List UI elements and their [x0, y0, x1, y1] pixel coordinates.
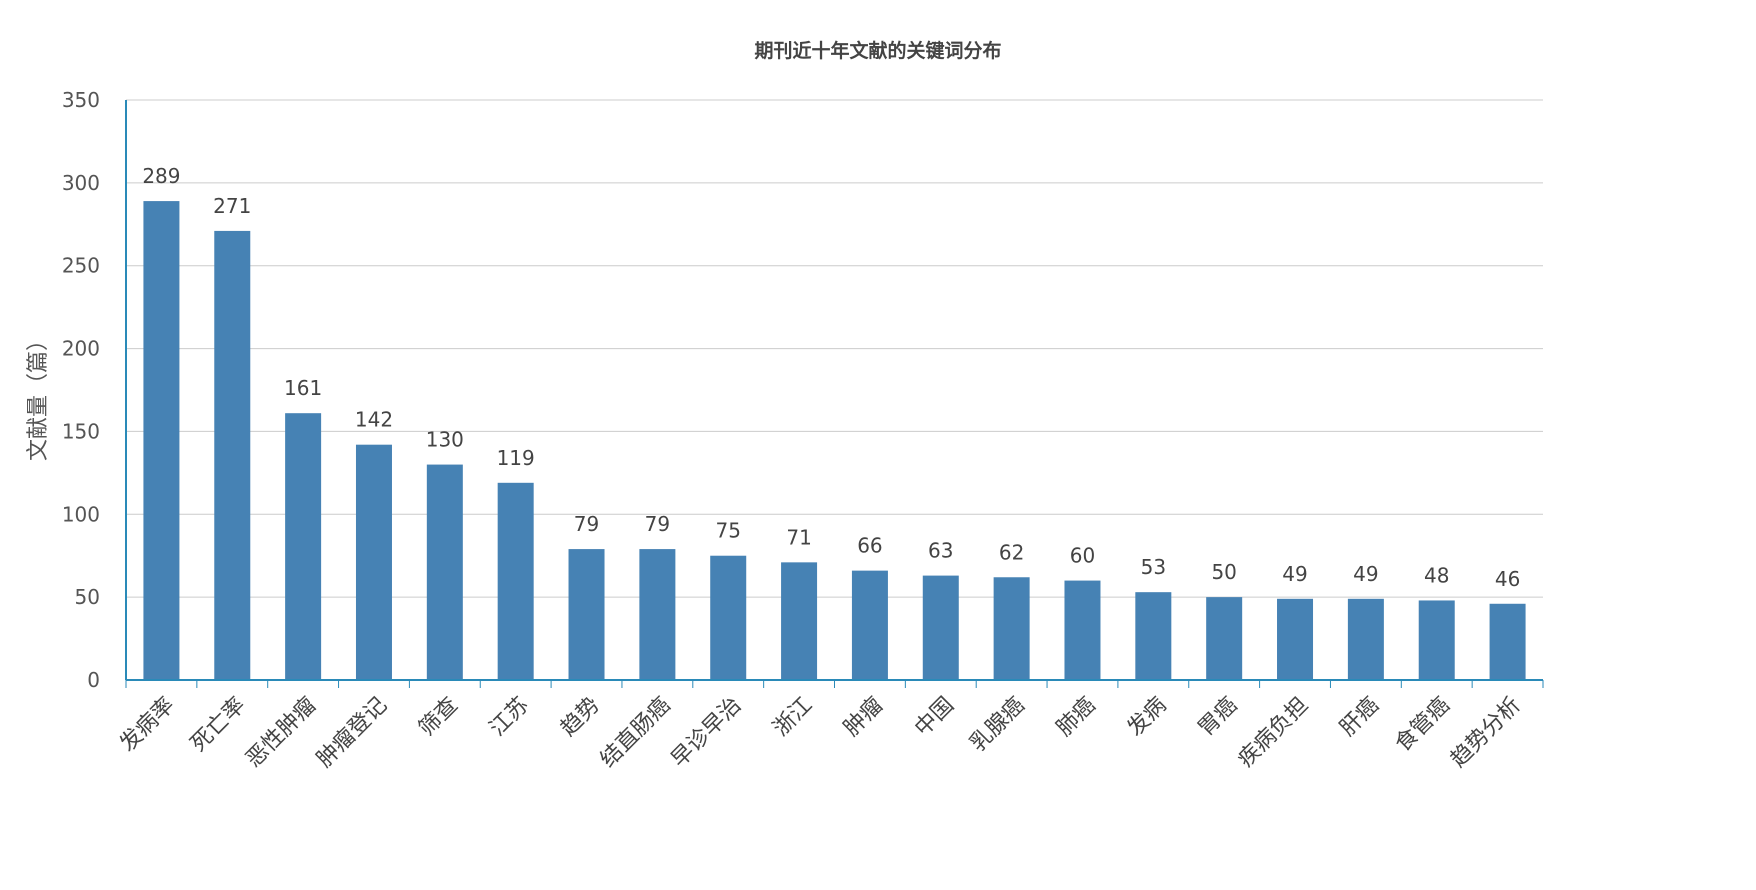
y-tick-label: 0: [87, 668, 100, 692]
x-category-label: 发病率: [115, 693, 179, 757]
data-label: 49: [1353, 562, 1378, 586]
x-category-label: 肝癌: [1335, 693, 1384, 742]
x-category-label: 浙江: [769, 693, 818, 742]
bar: [1347, 598, 1384, 680]
data-label: 48: [1424, 563, 1449, 587]
grid-lines: [126, 99, 1543, 598]
x-category-label: 趋势: [556, 693, 605, 742]
y-tick-label: 300: [62, 171, 100, 195]
data-label: 130: [426, 428, 464, 452]
x-category-label: 江苏: [485, 693, 534, 742]
bar: [851, 570, 888, 680]
bar: [285, 413, 322, 680]
y-tick-label: 250: [62, 254, 100, 278]
data-label: 161: [284, 376, 322, 400]
y-axis-title: 文献量（篇）: [26, 329, 51, 461]
x-category-label: 胃癌: [1194, 693, 1243, 742]
chart-title: 期刊近十年文献的关键词分布: [754, 40, 1002, 62]
data-label: 63: [928, 539, 953, 563]
data-label: 49: [1282, 562, 1307, 586]
data-label: 66: [857, 534, 882, 558]
y-tick-label: 50: [75, 585, 100, 609]
data-label: 53: [1141, 555, 1166, 579]
bar: [1064, 580, 1101, 680]
data-label: 46: [1495, 567, 1520, 591]
bar: [497, 482, 534, 680]
y-tick-label: 100: [62, 502, 100, 526]
x-category-label: 发病: [1123, 693, 1172, 742]
bar: [1418, 600, 1455, 680]
bar: [639, 549, 676, 680]
data-label: 79: [574, 512, 599, 536]
x-category-label: 趋势分析: [1446, 693, 1526, 773]
data-label: 289: [142, 164, 180, 188]
bars: [143, 201, 1526, 681]
bar: [1206, 597, 1243, 680]
bar: [1135, 592, 1172, 680]
data-label: 75: [715, 519, 740, 543]
bar: [1277, 598, 1314, 680]
bar: [426, 464, 463, 680]
bar: [143, 201, 180, 681]
bar: [1489, 603, 1526, 680]
axes: [125, 100, 1544, 688]
data-label: 71: [786, 525, 811, 549]
data-label: 62: [999, 540, 1024, 564]
data-label: 50: [1211, 560, 1236, 584]
bar: [922, 575, 959, 680]
data-label: 142: [355, 408, 393, 432]
data-label: 119: [497, 446, 535, 470]
x-category-label: 乳腺癌: [966, 693, 1030, 757]
bar: [355, 444, 392, 680]
x-category-label: 恶性肿瘤: [241, 693, 321, 773]
x-category-label: 结直肠癌: [596, 693, 676, 773]
x-category-label: 肿瘤: [839, 693, 888, 742]
x-category-label: 肿瘤登记: [312, 693, 392, 773]
x-category-label: 死亡率: [186, 693, 250, 757]
x-category-label: 疾病负担: [1233, 693, 1313, 773]
x-category-label: 肺癌: [1052, 693, 1101, 742]
data-label: 271: [213, 194, 251, 218]
y-tick-label: 200: [62, 337, 100, 361]
x-category-label: 食管癌: [1391, 693, 1455, 757]
bar: [993, 577, 1030, 680]
data-label: 79: [645, 512, 670, 536]
x-category-label: 筛查: [414, 693, 463, 742]
bar: [214, 230, 251, 680]
bar: [568, 549, 605, 680]
y-tick-label: 350: [62, 88, 100, 112]
bar: [781, 562, 818, 680]
x-category-label: 中国: [910, 693, 959, 742]
x-category-label: 早诊早治: [667, 693, 747, 773]
bar: [710, 555, 747, 680]
data-label: 60: [1070, 544, 1095, 568]
y-tick-label: 150: [62, 419, 100, 443]
